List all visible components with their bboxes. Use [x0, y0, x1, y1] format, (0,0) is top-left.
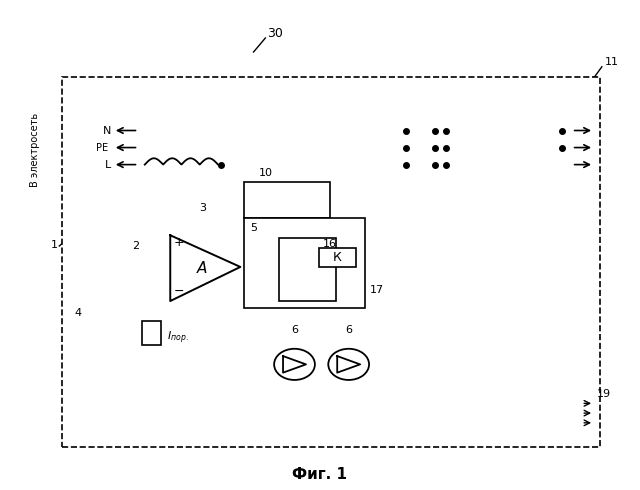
Text: 5: 5	[250, 223, 257, 233]
Text: 11: 11	[605, 57, 619, 67]
Bar	[319, 248, 356, 267]
Bar	[62, 77, 600, 447]
Text: 30: 30	[268, 26, 284, 40]
Text: PE: PE	[96, 143, 108, 152]
Text: A: A	[197, 261, 207, 276]
Text: L: L	[105, 160, 111, 170]
Text: −: −	[173, 285, 184, 298]
Text: 4: 4	[75, 308, 82, 318]
Text: 17: 17	[370, 285, 384, 295]
Text: 19: 19	[597, 389, 611, 398]
Bar	[141, 320, 161, 345]
Text: 2: 2	[132, 241, 139, 251]
Text: N: N	[102, 125, 111, 136]
Text: К: К	[333, 251, 342, 264]
Text: Фиг. 1: Фиг. 1	[292, 467, 348, 483]
Text: 16: 16	[323, 239, 337, 248]
Bar	[278, 238, 336, 301]
Bar	[244, 182, 330, 218]
Text: $I_{пор.}$: $I_{пор.}$	[167, 329, 189, 346]
Bar	[244, 218, 365, 308]
Text: 6: 6	[291, 325, 298, 335]
Text: 6: 6	[345, 325, 352, 335]
Text: 10: 10	[259, 168, 273, 178]
Text: +: +	[173, 236, 184, 249]
Text: 1: 1	[51, 240, 58, 250]
Text: В электросеть: В электросеть	[29, 113, 40, 187]
Text: 3: 3	[199, 203, 206, 214]
